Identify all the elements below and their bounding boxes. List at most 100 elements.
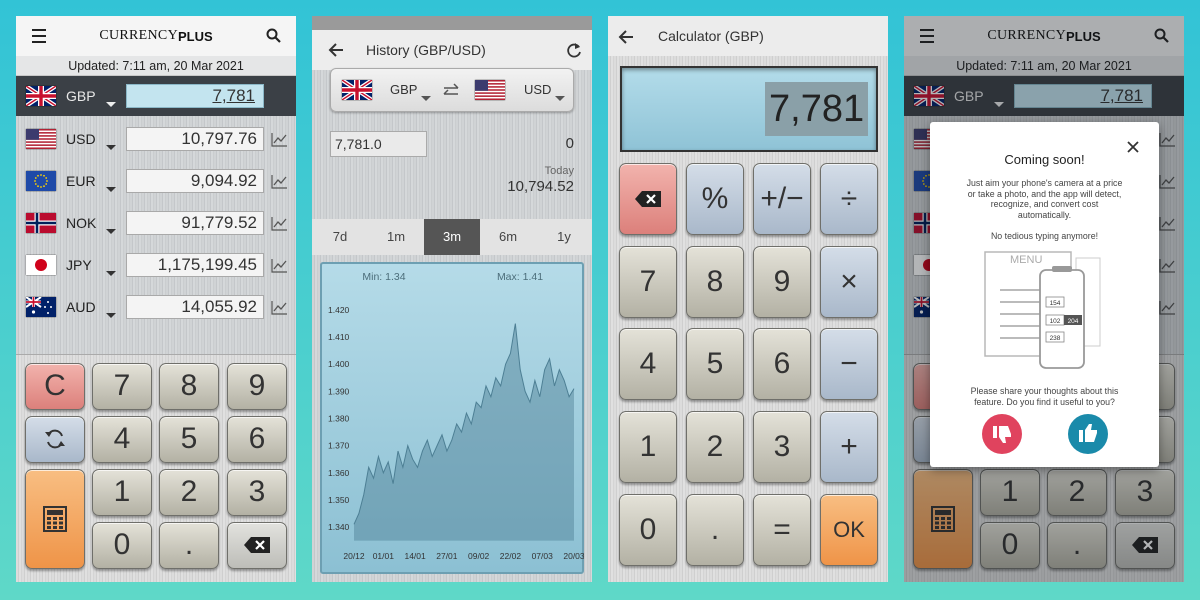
digit-key[interactable]: 5	[159, 415, 219, 463]
calculator-key[interactable]: −	[820, 328, 878, 400]
amount-field[interactable]: 91,779.52	[126, 211, 264, 235]
digit-key[interactable]: 3	[227, 468, 287, 516]
menu-button[interactable]	[919, 28, 935, 49]
menu-button[interactable]	[31, 28, 47, 49]
digit-key[interactable]: 1	[980, 468, 1040, 516]
dropdown-arrow[interactable]	[106, 94, 116, 112]
digit-key[interactable]: .	[159, 521, 219, 569]
amount-field[interactable]: 14,055.92	[126, 295, 264, 319]
calculator-key[interactable]: 0	[619, 494, 677, 566]
range-tab[interactable]: 7d	[332, 229, 348, 244]
illustration-label: 238	[1050, 335, 1061, 342]
amount-field[interactable]: 10,797.76	[126, 127, 264, 151]
backspace-key[interactable]	[1115, 521, 1175, 569]
calculator-key[interactable]: 7	[619, 246, 677, 318]
digit-key[interactable]: 0	[92, 521, 152, 569]
path-shape	[255, 540, 265, 550]
dropdown-arrow[interactable]	[994, 94, 1004, 112]
digit-key[interactable]: 7	[92, 362, 152, 410]
currency-code[interactable]: AUD	[66, 299, 96, 315]
calculator-key[interactable]: =	[753, 494, 811, 566]
back-button[interactable]	[618, 29, 634, 50]
amount-input[interactable]: 7,781	[1014, 84, 1152, 108]
calculator-key[interactable]: 6	[753, 328, 811, 400]
digit-key[interactable]: 6	[227, 415, 287, 463]
digit-key[interactable]: 3	[1115, 468, 1175, 516]
digit-key[interactable]: .	[1047, 521, 1107, 569]
calculator-key[interactable]: 5	[686, 328, 744, 400]
currency-code[interactable]: USD	[66, 131, 96, 147]
calculator-key[interactable]: 9	[753, 246, 811, 318]
close-button[interactable]	[1127, 140, 1139, 158]
history-button[interactable]	[1159, 174, 1176, 194]
thumbs-up-button[interactable]	[1068, 414, 1108, 454]
dropdown-arrow[interactable]	[106, 179, 116, 197]
history-button[interactable]	[271, 258, 288, 278]
dropdown-arrow[interactable]	[106, 221, 116, 239]
digit-key[interactable]: 8	[159, 362, 219, 410]
currency-code[interactable]: USD	[524, 82, 552, 97]
digit-key[interactable]: 1	[92, 468, 152, 516]
history-button[interactable]	[1159, 258, 1176, 278]
currency-code[interactable]: NOK	[66, 215, 97, 231]
range-tab[interactable]: 6m	[498, 229, 518, 244]
swap-button[interactable]	[442, 82, 460, 100]
calculator-key[interactable]: ÷	[820, 163, 878, 235]
calculator-key[interactable]: 8	[686, 246, 744, 318]
currency-code[interactable]: EUR	[66, 173, 96, 189]
calculator-key[interactable]: 3	[753, 411, 811, 483]
digit-key[interactable]: 2	[159, 468, 219, 516]
backspace-key[interactable]	[619, 163, 677, 235]
circle-shape	[50, 306, 52, 308]
search-button[interactable]	[1154, 28, 1169, 48]
dropdown-arrow[interactable]	[555, 88, 565, 106]
amount-input[interactable]: 7,781	[126, 84, 264, 108]
calculator-key[interactable]: .	[686, 494, 744, 566]
calculator-key[interactable]	[25, 468, 85, 569]
digit-key[interactable]: 4	[92, 415, 152, 463]
calculator-key[interactable]: +	[820, 411, 878, 483]
calculator-key[interactable]: OK	[820, 494, 878, 566]
calculator-key[interactable]: 4	[619, 328, 677, 400]
calculator-key[interactable]: ×	[820, 246, 878, 318]
calculator-key[interactable]	[913, 468, 973, 569]
amount-field[interactable]: 9,094.92	[126, 169, 264, 193]
calculator-key[interactable]: +/−	[753, 163, 811, 235]
history-button[interactable]	[271, 132, 288, 152]
thumbs-down-button[interactable]	[982, 414, 1022, 454]
history-button[interactable]	[271, 174, 288, 194]
back-button[interactable]	[328, 42, 344, 63]
amount-input[interactable]: 7,781.0	[330, 131, 427, 157]
circle-shape	[928, 186, 930, 188]
clear-key[interactable]: C	[25, 362, 85, 410]
dropdown-arrow[interactable]	[421, 88, 431, 106]
currency-code[interactable]: GBP	[66, 88, 96, 104]
amount-field[interactable]: 1,175,199.45	[126, 253, 264, 277]
currency-code[interactable]: GBP	[954, 88, 984, 104]
dropdown-arrow[interactable]	[106, 263, 116, 281]
calculator-key[interactable]: 2	[686, 411, 744, 483]
digit-key[interactable]: 9	[227, 362, 287, 410]
backspace-key[interactable]	[227, 521, 287, 569]
currency-code[interactable]: GBP	[390, 82, 418, 97]
history-button[interactable]	[1159, 300, 1176, 320]
swap-rates-key[interactable]	[25, 415, 85, 463]
history-button[interactable]	[271, 216, 288, 236]
history-button[interactable]	[271, 300, 288, 320]
search-button[interactable]	[266, 28, 281, 48]
digit-key[interactable]: 2	[1047, 468, 1107, 516]
range-tab[interactable]: 1y	[557, 229, 571, 244]
history-button[interactable]	[1159, 216, 1176, 236]
refresh-button[interactable]	[566, 42, 582, 63]
digit-key[interactable]: 0	[980, 521, 1040, 569]
history-button[interactable]	[1159, 132, 1176, 152]
illustration-label: 154	[1050, 300, 1061, 307]
dropdown-arrow[interactable]	[106, 305, 116, 323]
range-tab[interactable]: 3m	[424, 219, 480, 255]
calculator-key[interactable]: 1	[619, 411, 677, 483]
calculator-key[interactable]: %	[686, 163, 744, 235]
svg-shape	[994, 102, 1004, 107]
range-tab[interactable]: 1m	[386, 229, 406, 244]
currency-code[interactable]: JPY	[66, 257, 92, 273]
dropdown-arrow[interactable]	[106, 137, 116, 155]
